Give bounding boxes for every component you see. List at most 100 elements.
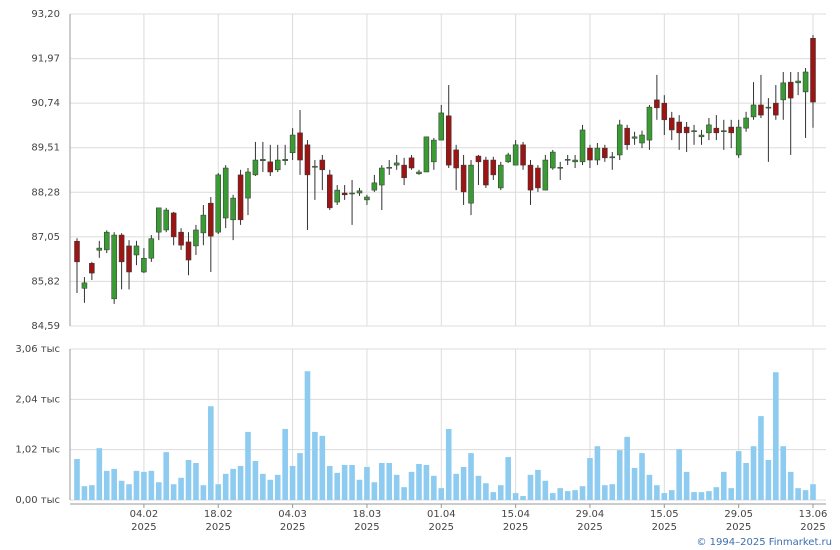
candle-body (668, 117, 675, 131)
candle-body (445, 115, 452, 166)
x-tick-label: 18.02 (204, 509, 233, 520)
volume-bar (334, 472, 341, 500)
candle-body (282, 159, 288, 162)
x-tick-label: 29.05 (724, 509, 753, 520)
volume-bar (549, 493, 556, 500)
volume-bar (602, 485, 608, 500)
volume-bar (780, 446, 787, 500)
volume-bar (163, 452, 170, 500)
volume-bar (706, 491, 712, 500)
volume-bar (289, 465, 296, 500)
volume-bar (401, 487, 407, 500)
volume-bar (312, 431, 318, 500)
y-tick-label: 91,97 (31, 54, 60, 65)
x-tick-year: 2025 (726, 522, 751, 533)
volume-bar (572, 490, 578, 500)
volume-bar (668, 490, 675, 500)
volume-bar (326, 465, 333, 500)
volume-bar (542, 480, 549, 500)
candle-body (646, 106, 653, 141)
volume-bar (341, 464, 348, 500)
candle-body (512, 144, 519, 166)
candle-body (170, 212, 177, 238)
candle-body (750, 104, 757, 118)
candle-body (498, 164, 504, 189)
volume-bar (178, 477, 184, 500)
x-tick-year: 2025 (429, 522, 454, 533)
candle-body (609, 156, 616, 159)
y-tick-label: 87,05 (31, 232, 60, 243)
candle-body (163, 209, 169, 231)
volume-bar (460, 466, 467, 500)
candle-body (520, 144, 526, 166)
volume-bar (103, 470, 110, 500)
volume-bar (74, 459, 80, 500)
candle-body (423, 136, 430, 173)
volume-bar (222, 473, 229, 500)
candle-body (431, 139, 437, 163)
candle-body (274, 159, 281, 171)
candle-body (148, 238, 155, 259)
volume-bar (282, 428, 288, 500)
candle-body (141, 257, 147, 273)
candle-body (475, 155, 482, 163)
candle-body (126, 245, 132, 273)
candle-body (490, 159, 497, 176)
volume-bar (676, 449, 682, 500)
x-tick-label: 04.02 (130, 509, 159, 520)
candle-body (215, 174, 222, 233)
candle-body (602, 147, 608, 159)
x-tick-label: 18.03 (353, 509, 382, 520)
volume-bar (691, 492, 697, 500)
candle-body (386, 167, 392, 169)
volume-bar (423, 464, 430, 500)
x-tick-label: 29.04 (576, 509, 605, 520)
volume-bar (631, 467, 638, 500)
volume-bar (267, 479, 274, 500)
candle-body (683, 126, 690, 134)
x-tick-year: 2025 (206, 522, 231, 533)
candle-body (103, 231, 110, 251)
volume-bar (468, 453, 474, 500)
candle-body (639, 134, 645, 144)
volume-bar (497, 485, 504, 500)
candle-body (706, 124, 712, 134)
candle-body (408, 157, 415, 169)
candle-body (698, 134, 705, 138)
candle-body (594, 147, 601, 161)
volume-bar (155, 482, 162, 500)
y-tick-label: 90,74 (31, 98, 60, 109)
y-tick-label: 89,51 (31, 143, 60, 154)
volume-bar (475, 475, 482, 500)
candle-body (631, 136, 638, 139)
volume-bar (713, 487, 720, 500)
volume-bar (193, 462, 199, 500)
candle-body (654, 99, 660, 109)
volume-bar (512, 493, 519, 500)
candle-body (267, 161, 274, 173)
volume-bar (230, 468, 236, 500)
candle-body (787, 81, 794, 99)
volume-bar (133, 470, 140, 500)
candle-body (252, 159, 259, 176)
volume-bar (245, 431, 251, 500)
candle-body (713, 127, 720, 134)
volume-bar (356, 479, 363, 500)
candle-body (721, 130, 727, 133)
candle-body (810, 38, 816, 103)
candle-body (156, 207, 162, 233)
volume-bar (81, 486, 88, 500)
candle-body (96, 247, 103, 251)
candle-body (735, 126, 742, 156)
x-tick-year: 2025 (280, 522, 305, 533)
volume-bar (200, 485, 207, 500)
volume-bar (364, 466, 370, 500)
candle-body (483, 159, 489, 186)
candle-body (289, 134, 296, 154)
volume-bar (773, 372, 779, 500)
candle-body (758, 104, 764, 116)
candle-body (587, 147, 593, 161)
volume-bar (148, 470, 155, 500)
y-tick-label: 3,06 тыс (15, 344, 60, 355)
volume-bar (237, 465, 244, 500)
